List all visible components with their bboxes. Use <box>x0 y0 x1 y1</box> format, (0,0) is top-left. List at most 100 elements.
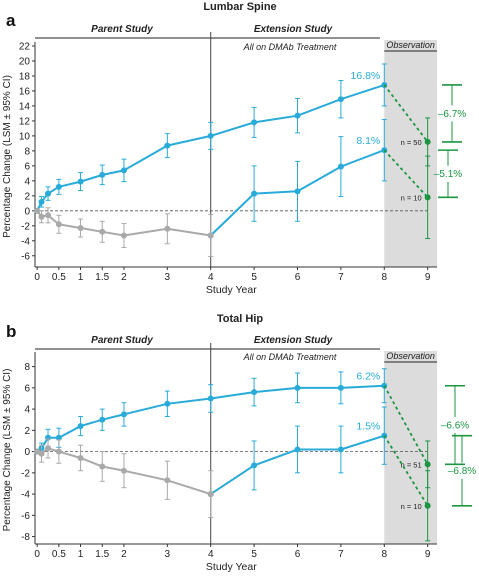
panel-a-x-tick-label: 8 <box>381 272 387 283</box>
panel-a-y-tick-label: 4 <box>24 176 30 187</box>
panel-a-series-2-point <box>164 225 171 232</box>
panel-a-series-0-point <box>99 171 106 178</box>
panel-b: Total Hip b Parent Study Extension Study… <box>2 313 476 573</box>
panel-b-y-tick-label: 0 <box>24 447 30 458</box>
panel-b-observation-0-drop-line <box>383 385 429 465</box>
panel-b-observation-0-point <box>424 461 431 468</box>
panel-b-series-0-point <box>164 400 171 407</box>
panel-a-y-tick-label: 0 <box>24 206 30 217</box>
panel-b-y-tick-label: -2 <box>21 468 30 479</box>
panel-a-series-2-point <box>45 212 52 219</box>
panel-a-x-tick-label: 3 <box>165 272 171 283</box>
panel-a-observation-1-drop-line <box>383 149 429 198</box>
panel-b-observation-1-change-label: –6.8% <box>448 466 476 477</box>
panel-b-series-2-point <box>55 448 62 455</box>
panel-a-label: a <box>6 11 16 30</box>
panel-a-series-2-point <box>120 232 127 239</box>
panel-a-series-0-point <box>294 112 301 119</box>
panel-b-x-tick-label: 6 <box>295 549 301 560</box>
panel-b-observation-0-change-label: –6.6% <box>441 421 469 432</box>
panel-a-y-tick-label: -6 <box>21 251 30 262</box>
panel-a-series-1-point <box>251 190 258 197</box>
panel-a-series-2-point <box>38 213 45 220</box>
panel-b-x-tick-label: 7 <box>338 549 344 560</box>
panel-b-observation-1-point <box>424 502 431 509</box>
panel-a-series-0-point <box>45 190 52 197</box>
panel-a-observation-0-point <box>424 138 431 145</box>
panel-a-x-tick-label: 4 <box>208 272 214 283</box>
panel-b-observation-1-n-label: n = 10 <box>401 502 422 511</box>
panel-a-x-axis-title: Study Year <box>206 284 257 296</box>
panel-b-x-tick-label: 3 <box>165 549 171 560</box>
panel-a-series-0-point <box>55 183 62 190</box>
panel-b-x-tick-label: 0.5 <box>52 549 66 560</box>
panel-b-y-tick-label: 8 <box>24 362 30 373</box>
panel-b-series-0-point <box>251 389 258 396</box>
panel-a-extension-header: Extension Study <box>254 24 333 35</box>
panel-b-series-0-point <box>77 423 84 430</box>
panel-b-value-label-1: 1.5% <box>356 421 380 433</box>
panel-a-series-0-point <box>207 132 214 139</box>
panel-b-y-tick-label: 6 <box>24 383 30 394</box>
panel-b-series-1-point <box>251 462 258 469</box>
panel-a-y-tick-label: 22 <box>19 42 31 53</box>
panel-b-x-tick-label: 8 <box>381 549 387 560</box>
panel-a-value-label-0: 16.8% <box>350 70 380 82</box>
panel-a-y-tick-label: 14 <box>19 101 31 112</box>
panel-a-series-0-point <box>337 96 344 103</box>
panel-a-y-tick-label: -2 <box>21 221 30 232</box>
panel-a-observation-1-change-label: –5.1% <box>434 169 462 180</box>
panel-a-series-0-point <box>164 142 171 149</box>
panel-b-series-2-point <box>38 450 45 457</box>
panel-b-label: b <box>6 322 16 341</box>
panel-a-parent-header: Parent Study <box>91 24 153 35</box>
panel-a-y-tick-label: 10 <box>19 131 31 142</box>
panel-a-x-tick-label: 5 <box>251 272 257 283</box>
panel-a-y-tick-label: 20 <box>19 56 31 67</box>
panel-b-y-axis-title: Percentage Change (LSM ± 95% CI) <box>2 369 13 532</box>
panel-b-x-tick-label: 9 <box>425 549 431 560</box>
panel-a-x-tick-label: 0.5 <box>52 272 66 283</box>
panel-b-observation-0-n-label: n = 51 <box>401 460 422 469</box>
panel-b-series-2-point <box>45 445 52 452</box>
panel-a-y-tick-label: 16 <box>19 86 31 97</box>
panel-b-series-0-point <box>337 384 344 391</box>
panel-a-observation-header: Observation <box>386 40 435 50</box>
panel-a-value-label-1: 8.1% <box>356 135 380 147</box>
panel-a-series-0-point <box>77 178 84 185</box>
panel-b-value-label-0: 6.2% <box>356 371 380 383</box>
panel-a-title: Lumbar Spine <box>203 1 276 13</box>
panel-a-series-0-point <box>120 167 127 174</box>
panel-a-series-2-point <box>77 225 84 232</box>
panel-b-extension-header: Extension Study <box>254 335 333 346</box>
panel-b-x-tick-label: 0 <box>34 549 40 560</box>
panel-b-plot: Observation -8 -6 -4 -2 0 2 4 6 8 0 0.5 1 1.5 2 3 4 5 6 7 8 9… <box>2 343 476 573</box>
panel-b-series-2-point <box>164 477 171 484</box>
panel-b-y-tick-label: -6 <box>21 511 30 522</box>
panel-a-x-tick-label: 6 <box>295 272 301 283</box>
panel-a-x-tick-label: 7 <box>338 272 344 283</box>
panel-a-x-tick-label: 2 <box>121 272 127 283</box>
panel-a-series-2-point <box>55 221 62 228</box>
panel-a-observation-0-change-label: –6.7% <box>438 109 466 120</box>
panel-b-series-2-point <box>99 463 106 470</box>
panel-a-series-1-point <box>294 188 301 195</box>
panel-a-series-2-point <box>99 228 106 235</box>
panel-b-x-axis-title: Study Year <box>206 561 257 573</box>
panel-b-extension-sub: All on DMAb Treatment <box>243 352 337 362</box>
panel-b-x-tick-label: 5 <box>251 549 257 560</box>
panel-a-y-tick-label: 18 <box>19 71 31 82</box>
panel-a-x-tick-label: 9 <box>425 272 431 283</box>
panel-b-series-0-point <box>55 434 62 441</box>
panel-a-series-0-point <box>251 119 258 126</box>
panel-b-series-0-point <box>207 395 214 402</box>
panel-a-series-2-point <box>207 232 214 239</box>
panel-a: Lumbar Spine a Parent Study Extension St… <box>2 1 466 296</box>
panel-a-y-tick-label: -4 <box>21 236 30 247</box>
panel-a-x-tick-label: 1 <box>78 272 84 283</box>
panel-b-series-0-point <box>120 411 127 418</box>
panel-a-series-1-point <box>337 163 344 170</box>
panel-b-series-2-point <box>120 467 127 474</box>
